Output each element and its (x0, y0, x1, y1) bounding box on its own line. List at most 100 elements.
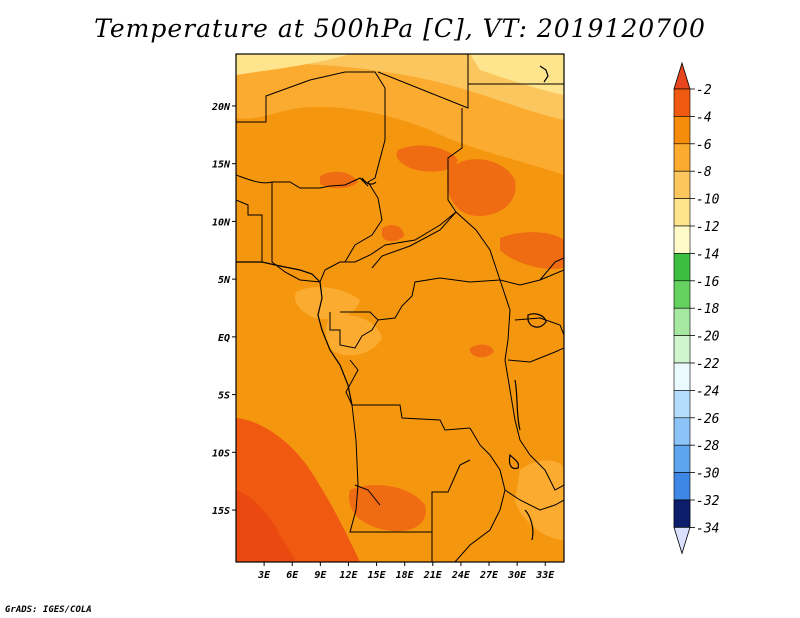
lon-tick-label: 21E (423, 570, 443, 581)
lon-tick-label: 9E (314, 570, 327, 581)
lat-tick-label: 5N (218, 275, 231, 286)
lon-tick-label: 12E (339, 570, 358, 581)
colorbar-label: -34 (696, 521, 719, 536)
colorbar-bottom-arrow (673, 527, 691, 555)
lon-tick-label: 30E (507, 570, 527, 581)
border-congo-drc (340, 277, 501, 321)
colorbar-box (673, 143, 691, 172)
lake-mweru (508, 453, 520, 470)
lon-tick-label: 27E (479, 570, 499, 581)
map-frame (235, 53, 565, 563)
colorbar-box (673, 499, 691, 528)
border-angola-inner (354, 484, 381, 506)
colorbar-box (673, 280, 691, 309)
lat-tick-label: 15S (212, 506, 230, 517)
field-cool-patch-cameroon (294, 286, 360, 320)
field-band-northeast (470, 54, 564, 95)
field-warm-patch-drc (470, 344, 494, 358)
border-gabon-congo (329, 312, 379, 349)
border-malawi (529, 454, 564, 491)
field-warm-patch-sudan (446, 159, 516, 216)
field-hot-southwest-core (236, 490, 296, 562)
coast-gulf-of-guinea (236, 261, 353, 406)
colorbar: -2 -4 -6 -8 -10 -12 -14 -16 -18 -20 -22 -24 -26 -28 -3… (673, 61, 720, 555)
lake-victoria (527, 313, 547, 328)
border-ghana-togo (236, 199, 263, 262)
border-niger-north (236, 71, 386, 183)
lake-tanganyika (514, 379, 521, 431)
colorbar-label: -2 (696, 83, 712, 98)
border-cameroon-east (344, 181, 383, 263)
nile-delta-coast (539, 65, 549, 83)
colorbar-top-arrow (673, 61, 691, 90)
colorbar-box (673, 444, 691, 473)
colorbar-box (673, 335, 691, 364)
border-south-sudan-ethiopia (539, 257, 564, 281)
lake-malawi (524, 509, 534, 541)
field-warm-patch-chad (396, 145, 458, 172)
longitude-axis: 3E 6E 9E 12E 15E 18E 21E 24E 27E 30E 33E (257, 562, 555, 581)
field-cool-patch-southeast (515, 460, 564, 540)
colorbar-box (673, 88, 691, 117)
field-band-north-3 (236, 54, 350, 75)
colorbar-box (673, 417, 691, 446)
border-tanzania-north (507, 347, 564, 363)
lake-chad (361, 177, 377, 185)
border-mozambique-malawi (504, 489, 564, 511)
colorbar-box (673, 390, 691, 419)
lon-tick-label: 3E (257, 570, 271, 581)
border-libya-chad (377, 54, 469, 109)
colorbar-label: -32 (696, 494, 720, 509)
lon-tick-label: 18E (396, 570, 415, 581)
lat-tick-label: 15N (212, 160, 231, 171)
colorbar-box (673, 170, 691, 199)
coastlines (236, 65, 549, 541)
colorbar-label: -28 (696, 439, 720, 454)
colorbar-label: -24 (696, 384, 719, 399)
lat-tick-label: 20N (211, 102, 231, 113)
lat-tick-label: EQ (218, 333, 230, 344)
lon-tick-label: 33E (535, 570, 555, 581)
colorbar-label: -8 (696, 165, 712, 180)
field-warm-patch-east (500, 232, 564, 269)
colorbar-box (673, 253, 691, 282)
colorbar-label: -6 (696, 138, 712, 153)
border-nigeria-north (236, 174, 369, 189)
map-title: Temperature at 500hPa [C], VT: 201912070… (94, 14, 706, 43)
colorbar-box (673, 225, 691, 254)
border-chad-sudan (324, 108, 463, 271)
lon-tick-label: 15E (368, 570, 387, 581)
colorbar-box (673, 307, 691, 336)
latitude-axis: 20N 15N 10N 5N EQ 5S 10S 15S (211, 102, 236, 517)
colorbar-label: -4 (696, 110, 712, 125)
colorbar-box (673, 116, 691, 145)
lat-tick-label: 10N (212, 217, 231, 228)
colorbar-label: -22 (696, 357, 720, 372)
border-drc-angola (345, 359, 471, 431)
temperature-field (236, 54, 564, 562)
colorbar-label: -30 (696, 467, 720, 482)
field-warm-patch-nigeria (320, 171, 358, 189)
colorbar-label: -12 (696, 220, 720, 235)
border-benin-nigeria (271, 182, 326, 283)
border-drc-east (499, 279, 531, 456)
colorbar-box (673, 472, 691, 501)
colorbar-label: -16 (696, 275, 720, 290)
field-warm-patch-car (382, 225, 404, 242)
colorbar-label: -18 (696, 302, 720, 317)
lon-tick-label: 6E (286, 570, 299, 581)
lat-tick-label: 10S (212, 448, 230, 459)
colorbar-box (673, 362, 691, 391)
grads-credit: GrADS: IGES/COLA (5, 605, 92, 615)
colorbar-label: -10 (696, 193, 720, 208)
lat-tick-label: 5S (218, 391, 230, 402)
colorbar-label: -14 (696, 247, 719, 262)
field-warm-patch-angola (349, 485, 426, 532)
border-angola (349, 404, 471, 533)
border-car-drc-south (371, 211, 564, 286)
colorbar-box (673, 198, 691, 227)
lon-tick-label: 24E (451, 570, 471, 581)
colorbar-label: -20 (696, 330, 720, 345)
colorbar-label: -26 (696, 412, 720, 427)
